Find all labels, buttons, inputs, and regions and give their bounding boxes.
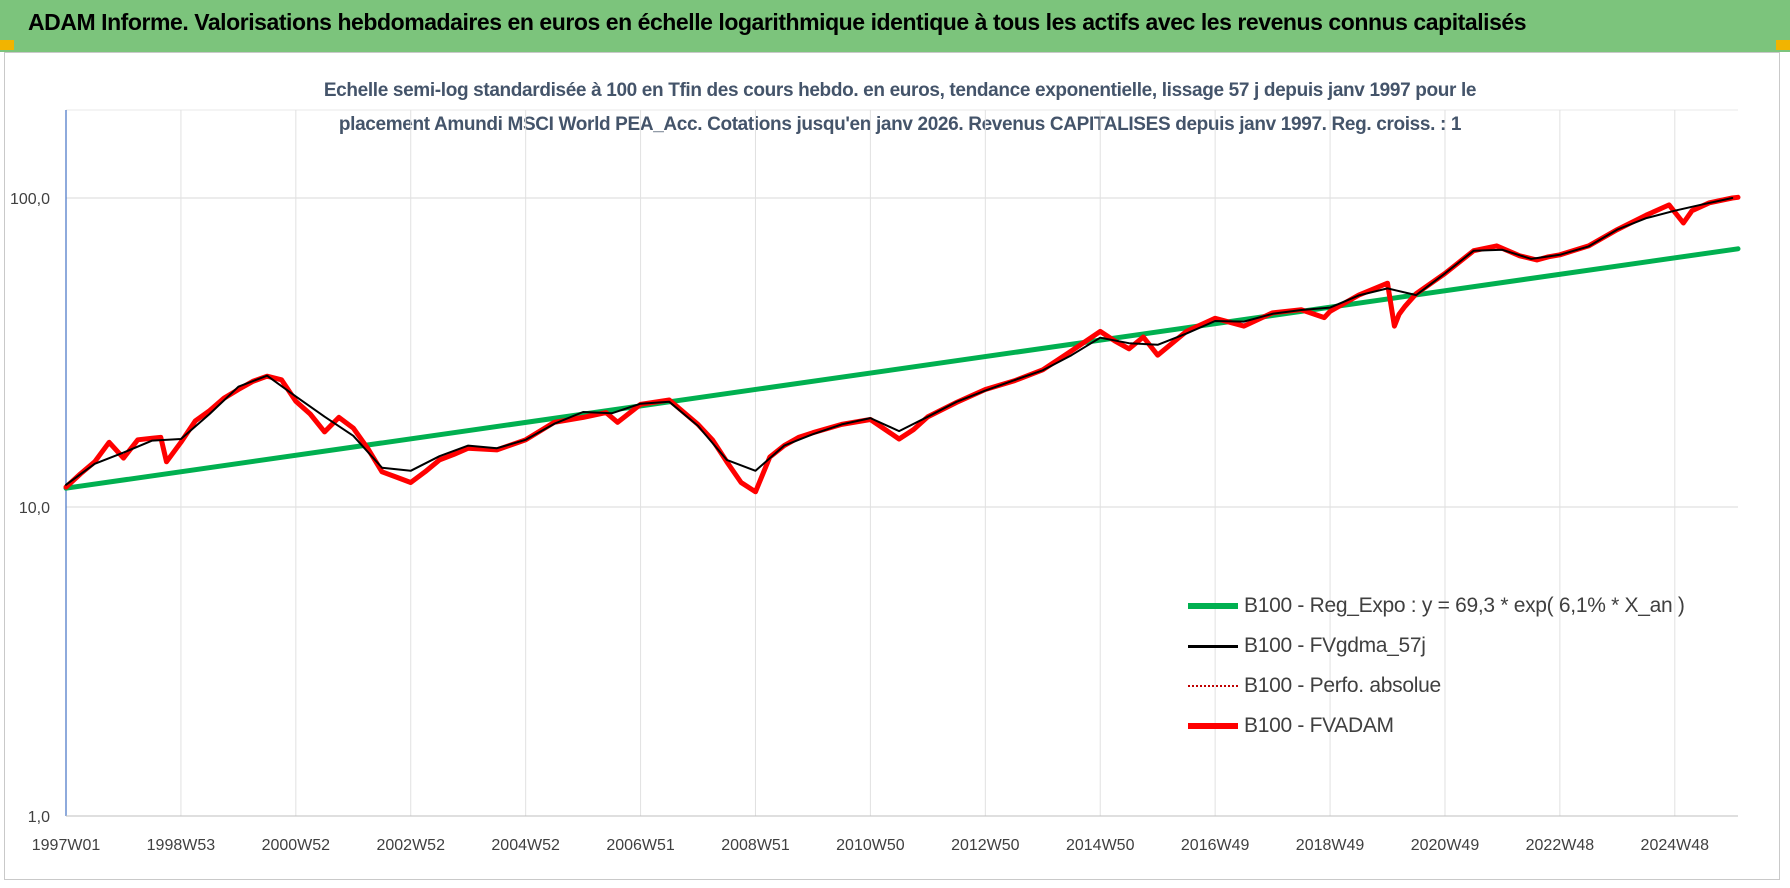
legend-swatch-reg-expo <box>1188 596 1238 616</box>
x-tick-label: 2022W48 <box>1526 837 1595 854</box>
corner-marker-left <box>0 40 14 50</box>
legend-label-fvgdma: B100 - FVgdma_57j <box>1244 634 1426 657</box>
series-line-3 <box>63 194 1741 495</box>
x-tick-label: 2004W52 <box>491 837 560 854</box>
x-tick-label: 2024W48 <box>1641 837 1710 854</box>
x-tick-label: 2010W50 <box>836 837 905 854</box>
legend-swatch-perfo <box>1188 676 1238 696</box>
page-title: ADAM Informe. Valorisations hebdomadaire… <box>28 9 1527 35</box>
x-tick-label: 2016W49 <box>1181 837 1250 854</box>
legend-item-fvgdma: B100 - FVgdma_57j <box>1188 626 1728 666</box>
y-tick-label: 100,0 <box>10 191 50 208</box>
grid-lines <box>65 109 1738 817</box>
y-tick-label: 10,0 <box>19 500 50 517</box>
x-tick-label: 2000W52 <box>262 837 331 854</box>
legend-label-reg-expo: B100 - Reg_Expo : y = 69,3 * exp( 6,1% *… <box>1244 594 1685 617</box>
x-tick-label: 2002W52 <box>376 837 445 854</box>
series-line-0 <box>63 246 1741 491</box>
chart-legend: B100 - Reg_Expo : y = 69,3 * exp( 6,1% *… <box>1188 586 1728 746</box>
series-lines <box>63 194 1741 495</box>
legend-swatch-fvgdma <box>1188 636 1238 656</box>
x-tick-label: 2006W51 <box>606 837 675 854</box>
chart-subtitle-line-1: Echelle semi-log standardisée à 100 en T… <box>323 80 1477 101</box>
x-tick-label: 1998W53 <box>147 837 216 854</box>
legend-label-perfo: B100 - Perfo. absolue <box>1244 674 1441 697</box>
legend-swatch-fvadam <box>1188 716 1238 736</box>
y-tick-label: 1,0 <box>28 809 50 826</box>
x-tick-label: 2018W49 <box>1296 837 1365 854</box>
x-tick-label: 2008W51 <box>721 837 790 854</box>
x-tick-label: 1997W01 <box>32 837 101 854</box>
tick-labels: 1,0 10,0 100,0 1997W01 1998W53 2000W52 2002W52… <box>10 191 1709 854</box>
corner-marker-right <box>1776 40 1790 50</box>
chart-frame <box>4 52 1780 880</box>
chart-subtitle-line-2: placement Amundi MSCI World PEA_Acc. Cot… <box>338 114 1462 135</box>
legend-item-fvadam: B100 - FVADAM <box>1188 706 1728 746</box>
legend-label-fvadam: B100 - FVADAM <box>1244 714 1394 737</box>
legend-item-perfo: B100 - Perfo. absolue <box>1188 666 1728 706</box>
legend-item-reg-expo: B100 - Reg_Expo : y = 69,3 * exp( 6,1% *… <box>1188 586 1728 626</box>
x-tick-label: 2012W50 <box>951 837 1020 854</box>
header-banner: ADAM Informe. Valorisations hebdomadaire… <box>0 0 1790 52</box>
chart-subtitle: Echelle semi-log standardisée à 100 en T… <box>160 74 1640 142</box>
axes <box>65 110 1738 817</box>
x-tick-label: 2020W49 <box>1411 837 1480 854</box>
series-line-1 <box>65 197 1734 486</box>
x-tick-label: 2014W50 <box>1066 837 1135 854</box>
